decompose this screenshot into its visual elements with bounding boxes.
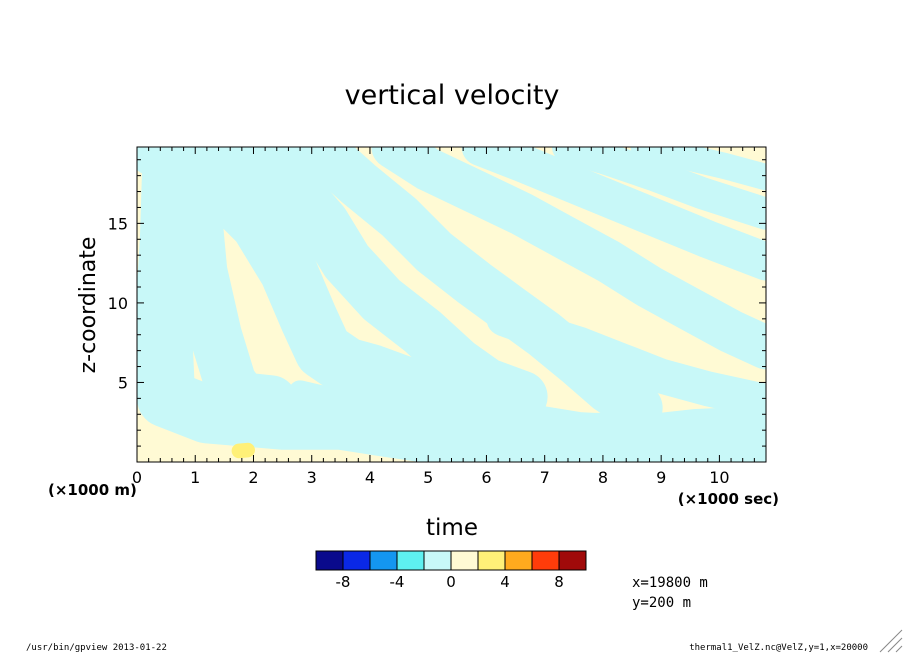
colorbar-swatch [477,550,506,571]
field-band-3 [195,147,475,425]
field-band-6 [371,147,766,370]
colorbar-swatch [450,550,479,571]
x-tick-label: 2 [248,468,258,487]
colorbar-swatch [315,550,344,571]
colorbar-tick-label: -8 [336,573,351,591]
x-tick-label: 6 [481,468,491,487]
x-tick-label: 0 [132,468,142,487]
x-tick-label: 10 [709,468,729,487]
field-band-8 [552,147,766,230]
colorbar-swatch [504,550,533,571]
y-tick-labels: 5 10 15 [108,214,128,392]
colorbar-tick-label: 0 [446,573,456,591]
colorbar-swatch [396,550,425,571]
x-axis-label: time [426,515,478,541]
x-tick-label: 8 [598,468,608,487]
y-axis-label: z-coordinate [76,237,101,374]
colorbar-tick-labels: -8 -4 0 4 8 [336,573,564,591]
y-tick-label: 15 [108,214,128,233]
field-band-1 [137,147,766,462]
coord-annotation-y: y=200 m [632,595,691,611]
resize-grip[interactable] [879,629,903,653]
x-tick-label: 1 [190,468,200,487]
x-tick-label: 3 [307,468,317,487]
x-tick-label: 7 [540,468,550,487]
colorbar-swatch [369,550,398,571]
x-tick-label: 5 [423,468,433,487]
field-band-9 [630,147,766,191]
y-tick-label: 5 [118,373,128,392]
colorbar-tick-label: 8 [554,573,564,591]
axis-ticks [136,147,767,462]
footer-program: /usr/bin/gpview 2013-01-22 [26,643,167,653]
field-band-10 [486,301,766,419]
coord-annotation-x: x=19800 m [632,575,708,591]
colorbar-swatch [558,550,587,571]
y-axis-unit: (×1000 m) [48,481,137,499]
colorbar-swatch [342,550,371,571]
x-tick-label: 4 [365,468,375,487]
field-band-12 [231,442,255,459]
field-band-11 [288,380,766,439]
colorbar-swatch [423,550,452,571]
chart-title: vertical velocity [345,80,560,111]
x-tick-labels: 0 1 2 3 4 5 6 7 8 9 10 [132,468,730,487]
plot-field [137,147,766,462]
colorbar-tick-label: -4 [390,573,405,591]
field-band-2 [163,147,298,428]
colorbar-swatch [531,550,560,571]
colorbar [315,550,587,571]
field-band-4 [233,147,548,423]
field-band-7 [461,147,766,281]
footer-source: thermal1_VelZ.nc@VelZ,y=1,x=20000 [689,643,868,653]
colorbar-tick-label: 4 [500,573,510,591]
y-tick-label: 10 [108,294,128,313]
field-band-5 [292,147,663,433]
x-tick-label: 9 [656,468,666,487]
x-axis-unit: (×1000 sec) [678,490,779,508]
